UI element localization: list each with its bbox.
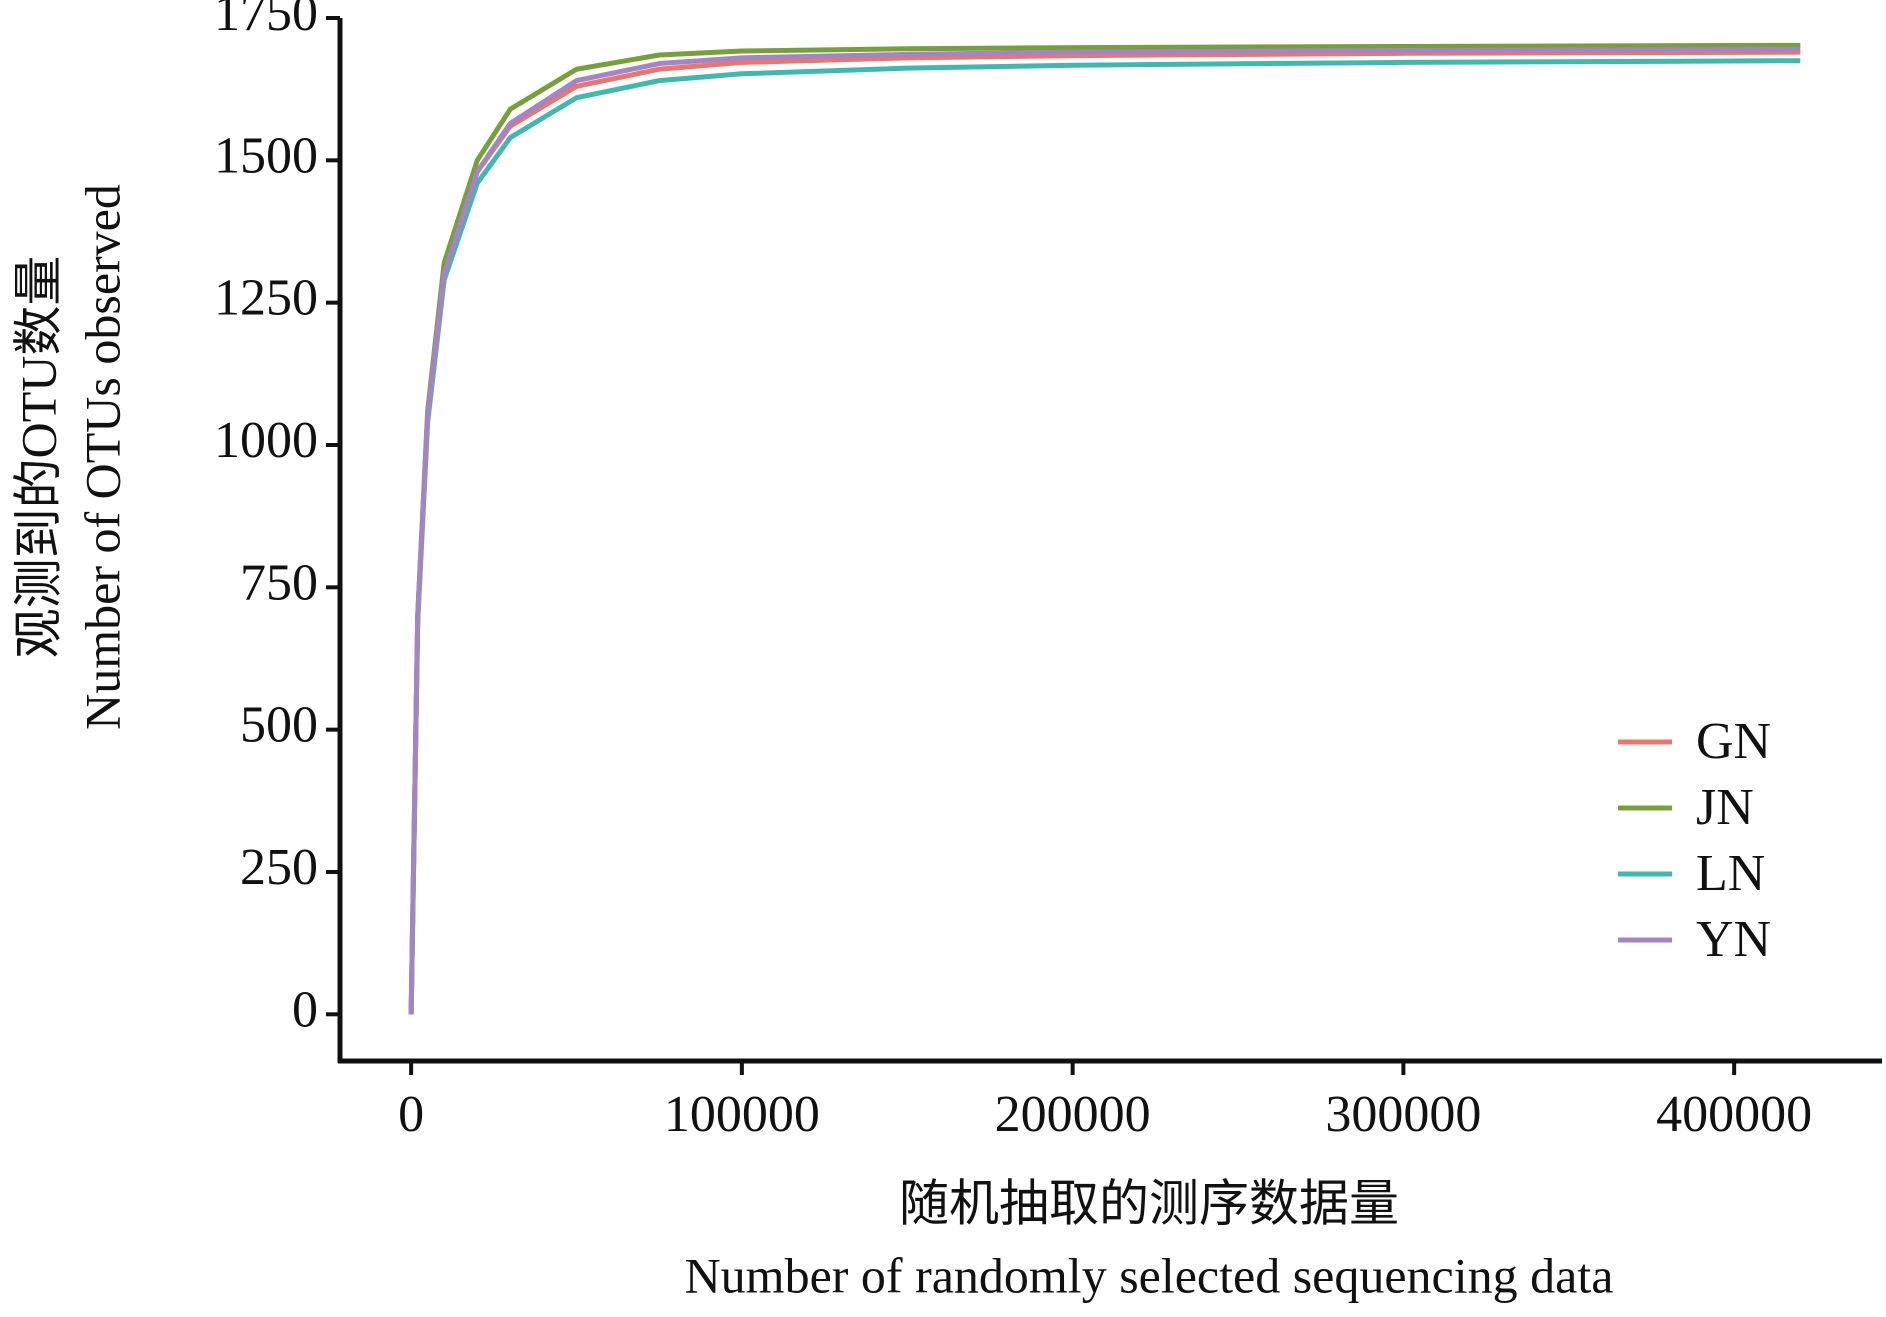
y-axis-label: 观测到的OTU数量 <box>10 256 66 659</box>
y-tick-label: 750 <box>240 554 318 611</box>
y-tick-label: 500 <box>240 697 318 754</box>
x-tick-label: 100000 <box>664 1086 820 1143</box>
y-tick-label: 250 <box>240 839 318 896</box>
y-axis-label: Number of OTUs observed <box>74 184 130 730</box>
x-tick-label: 0 <box>398 1086 424 1143</box>
data-line <box>408 46 1801 1015</box>
y-tick-label: 0 <box>292 981 318 1038</box>
data-line <box>408 58 1801 1015</box>
legend-label: LN <box>1696 845 1765 902</box>
x-tick-label: 200000 <box>995 1086 1151 1143</box>
legend-label: GN <box>1696 713 1771 770</box>
data-line <box>408 42 1801 1015</box>
y-tick-label: 1750 <box>214 0 318 42</box>
x-axis-label: 随机抽取的测序数据量 <box>899 1175 1399 1231</box>
y-tick-label: 1000 <box>214 412 318 469</box>
y-tick-label: 1500 <box>214 127 318 184</box>
data-line <box>408 49 1801 1015</box>
y-tick-label: 1250 <box>214 270 318 327</box>
x-tick-label: 400000 <box>1656 1086 1812 1143</box>
legend-label: YN <box>1696 911 1771 968</box>
x-tick-label: 300000 <box>1325 1086 1481 1143</box>
x-axis-label: Number of randomly selected sequencing d… <box>685 1247 1614 1303</box>
legend-label: JN <box>1696 779 1754 836</box>
